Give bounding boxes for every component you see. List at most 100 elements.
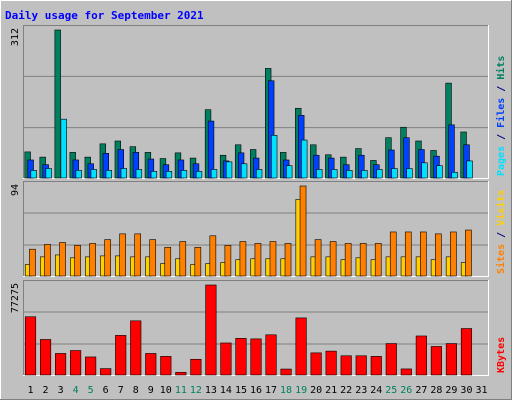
bar-pages-day-18 — [286, 165, 293, 179]
bar-sites-day-2 — [44, 244, 51, 277]
bar-sites-day-12 — [194, 246, 202, 277]
day-label-24: 24 — [370, 385, 382, 396]
day-label-11: 11 — [175, 385, 187, 396]
bar-kbytes-day-16 — [250, 338, 262, 376]
panel-kbytes: 77275 KBytes — [10, 280, 507, 376]
bar-sites-day-3 — [59, 242, 66, 277]
bar-pages-day-19 — [301, 139, 308, 179]
legend-part-3: / — [496, 80, 507, 98]
bar-pages-day-14 — [225, 161, 233, 179]
bar-sites-day-16 — [254, 243, 262, 277]
bar-sites-day-17 — [269, 241, 277, 277]
panel-hits-files-pages: 312 Pages / Files / Hits — [10, 25, 507, 179]
day-label-30: 30 — [460, 385, 472, 396]
bar-kbytes-day-12 — [190, 358, 202, 376]
bar-pages-day-22 — [346, 170, 353, 179]
day-label-22: 22 — [340, 385, 352, 396]
bar-kbytes-day-7 — [115, 335, 127, 376]
day-label-31: 31 — [475, 385, 487, 396]
bar-pages-day-24 — [376, 169, 383, 179]
bar-pages-day-6 — [105, 170, 112, 179]
bar-pages-day-8 — [135, 169, 143, 179]
bar-kbytes-day-29 — [445, 343, 457, 376]
bar-kbytes-day-21 — [325, 350, 337, 376]
day-label-6: 6 — [103, 385, 109, 396]
bar-kbytes-day-19 — [295, 317, 307, 376]
day-label-2: 2 — [43, 385, 49, 396]
day-label-13: 13 — [205, 385, 217, 396]
bar-pages-day-11 — [180, 170, 188, 179]
bar-pages-day-13 — [210, 169, 218, 179]
day-label-12: 12 — [190, 385, 202, 396]
bar-kbytes-day-4 — [70, 350, 82, 376]
bar-sites-day-26 — [404, 231, 412, 277]
bar-sites-day-9 — [149, 239, 157, 277]
day-label-5: 5 — [88, 385, 94, 396]
y-max-label: 77275 — [10, 283, 21, 313]
bar-sites-day-1 — [29, 248, 36, 277]
bar-kbytes-day-5 — [85, 356, 97, 376]
bar-files-day-29 — [448, 124, 455, 179]
bar-kbytes-day-14 — [220, 342, 232, 376]
bar-pages-day-28 — [436, 165, 443, 179]
bar-pages-day-4 — [75, 170, 82, 179]
day-label-25: 25 — [385, 385, 397, 396]
bar-sites-day-13 — [209, 235, 217, 277]
legend-part-1: / — [496, 128, 507, 146]
bar-pages-day-23 — [361, 170, 368, 179]
day-label-10: 10 — [160, 385, 172, 396]
bar-sites-day-30 — [465, 229, 472, 277]
day-label-27: 27 — [415, 385, 427, 396]
day-label-19: 19 — [295, 385, 307, 396]
day-label-23: 23 — [355, 385, 367, 396]
bar-sites-day-29 — [450, 231, 457, 277]
bar-pages-day-17 — [271, 135, 278, 179]
legend-part-2: Files — [495, 98, 507, 128]
bar-pages-day-3 — [60, 118, 67, 179]
bar-sites-day-20 — [314, 239, 322, 277]
legend-part-0: Pages — [496, 146, 507, 176]
bar-kbytes-day-13 — [205, 284, 217, 376]
day-label-8: 8 — [133, 385, 139, 396]
day-label-20: 20 — [310, 385, 322, 396]
bar-sites-day-10 — [164, 246, 172, 277]
bar-pages-day-26 — [406, 168, 413, 179]
bar-pages-day-12 — [195, 171, 203, 179]
bar-kbytes-day-20 — [310, 352, 322, 376]
bar-kbytes-day-24 — [370, 356, 382, 376]
bar-kbytes-day-30 — [460, 328, 473, 376]
bar-hits-day-3 — [54, 29, 61, 179]
day-label-9: 9 — [148, 385, 154, 396]
bar-pages-day-9 — [150, 171, 158, 179]
bar-kbytes-day-6 — [100, 368, 112, 376]
chart-title: Daily usage for September 2021 — [5, 9, 204, 22]
day-label-29: 29 — [445, 385, 457, 396]
day-label-7: 7 — [118, 385, 124, 396]
bar-kbytes-day-26 — [400, 368, 412, 376]
bar-kbytes-day-15 — [235, 338, 247, 376]
bar-sites-day-6 — [104, 239, 111, 277]
bar-sites-day-15 — [239, 241, 247, 277]
bar-pages-day-29 — [451, 172, 458, 179]
bar-kbytes-day-27 — [415, 335, 427, 376]
bar-sites-day-11 — [179, 241, 187, 277]
bar-pages-day-5 — [90, 169, 97, 179]
bar-kbytes-day-9 — [145, 353, 157, 376]
series-legend-label: Sites / Visits — [495, 190, 507, 274]
series-legend-label: KBytes — [496, 337, 507, 373]
bar-pages-day-15 — [240, 163, 248, 179]
bar-sites-day-4 — [74, 245, 81, 277]
bar-sites-day-14 — [224, 245, 232, 277]
bar-sites-day-23 — [359, 243, 367, 277]
bar-kbytes-day-11 — [175, 372, 187, 376]
bar-sites-day-28 — [435, 233, 442, 277]
bar-sites-day-7 — [119, 233, 126, 277]
bar-sites-day-24 — [374, 243, 382, 277]
bar-kbytes-day-17 — [265, 334, 277, 376]
bar-sites-day-8 — [134, 233, 142, 277]
day-label-3: 3 — [58, 385, 64, 396]
bar-kbytes-day-8 — [130, 320, 142, 376]
day-label-4: 4 — [73, 385, 79, 396]
bar-pages-day-10 — [165, 171, 173, 179]
